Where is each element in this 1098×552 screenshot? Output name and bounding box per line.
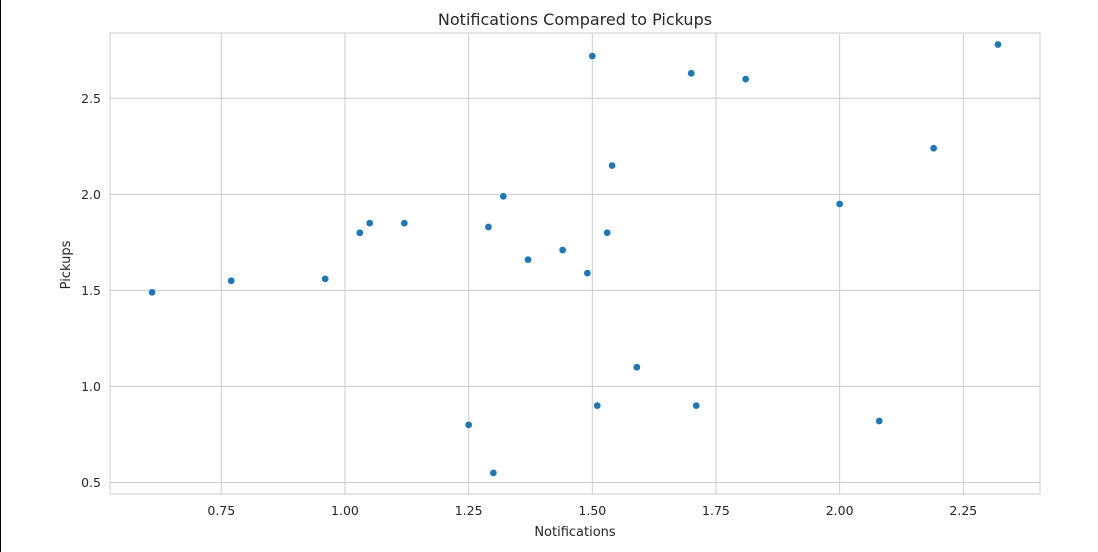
scatter-point — [500, 193, 507, 200]
scatter-point — [688, 70, 695, 77]
scatter-point — [322, 275, 329, 282]
scatter-point — [604, 229, 611, 236]
scatter-point — [930, 145, 937, 152]
scatter-point — [836, 200, 843, 207]
scatter-point — [609, 162, 616, 169]
grid-lines — [110, 33, 1040, 494]
scatter-point — [876, 417, 883, 424]
x-tick-label: 2.00 — [826, 503, 854, 518]
y-tick-label: 2.5 — [81, 91, 101, 106]
x-tick-label: 1.50 — [578, 503, 606, 518]
scatter-point — [356, 229, 363, 236]
scatter-point — [485, 223, 492, 230]
x-axis-label: Notifications — [534, 525, 616, 540]
scatter-point — [693, 402, 700, 409]
x-tick-label: 2.25 — [949, 503, 977, 518]
x-tick-label: 1.25 — [455, 503, 483, 518]
data-points — [148, 41, 1001, 477]
scatter-point — [465, 421, 472, 428]
y-tick-label: 0.5 — [81, 475, 101, 490]
x-tick-label: 0.75 — [207, 503, 235, 518]
chart-title: Notifications Compared to Pickups — [438, 10, 712, 29]
y-tick-label: 1.0 — [81, 379, 101, 394]
y-axis-label: Pickups — [59, 240, 74, 289]
scatter-point — [633, 364, 640, 371]
scatter-point — [742, 76, 749, 83]
scatter-point — [584, 270, 591, 277]
scatter-point — [559, 246, 566, 253]
scatter-point — [401, 220, 408, 227]
y-tick-label: 1.5 — [81, 283, 101, 298]
scatter-point — [228, 277, 235, 284]
x-tick-label: 1.00 — [331, 503, 359, 518]
scatter-point — [490, 469, 497, 476]
scatter-point — [366, 220, 373, 227]
scatter-point — [524, 256, 531, 263]
x-tick-label: 1.75 — [702, 503, 730, 518]
scatter-point — [589, 52, 596, 59]
scatter-point — [594, 402, 601, 409]
y-axis-ticks: 0.5 1.0 1.5 2.0 2.5 — [81, 91, 101, 490]
plot-area-border — [110, 33, 1040, 494]
scatter-point — [148, 289, 155, 296]
scatter-point — [994, 41, 1001, 48]
y-tick-label: 2.0 — [81, 187, 101, 202]
x-axis-ticks: 0.75 1.00 1.25 1.50 1.75 2.00 2.25 — [207, 503, 977, 518]
